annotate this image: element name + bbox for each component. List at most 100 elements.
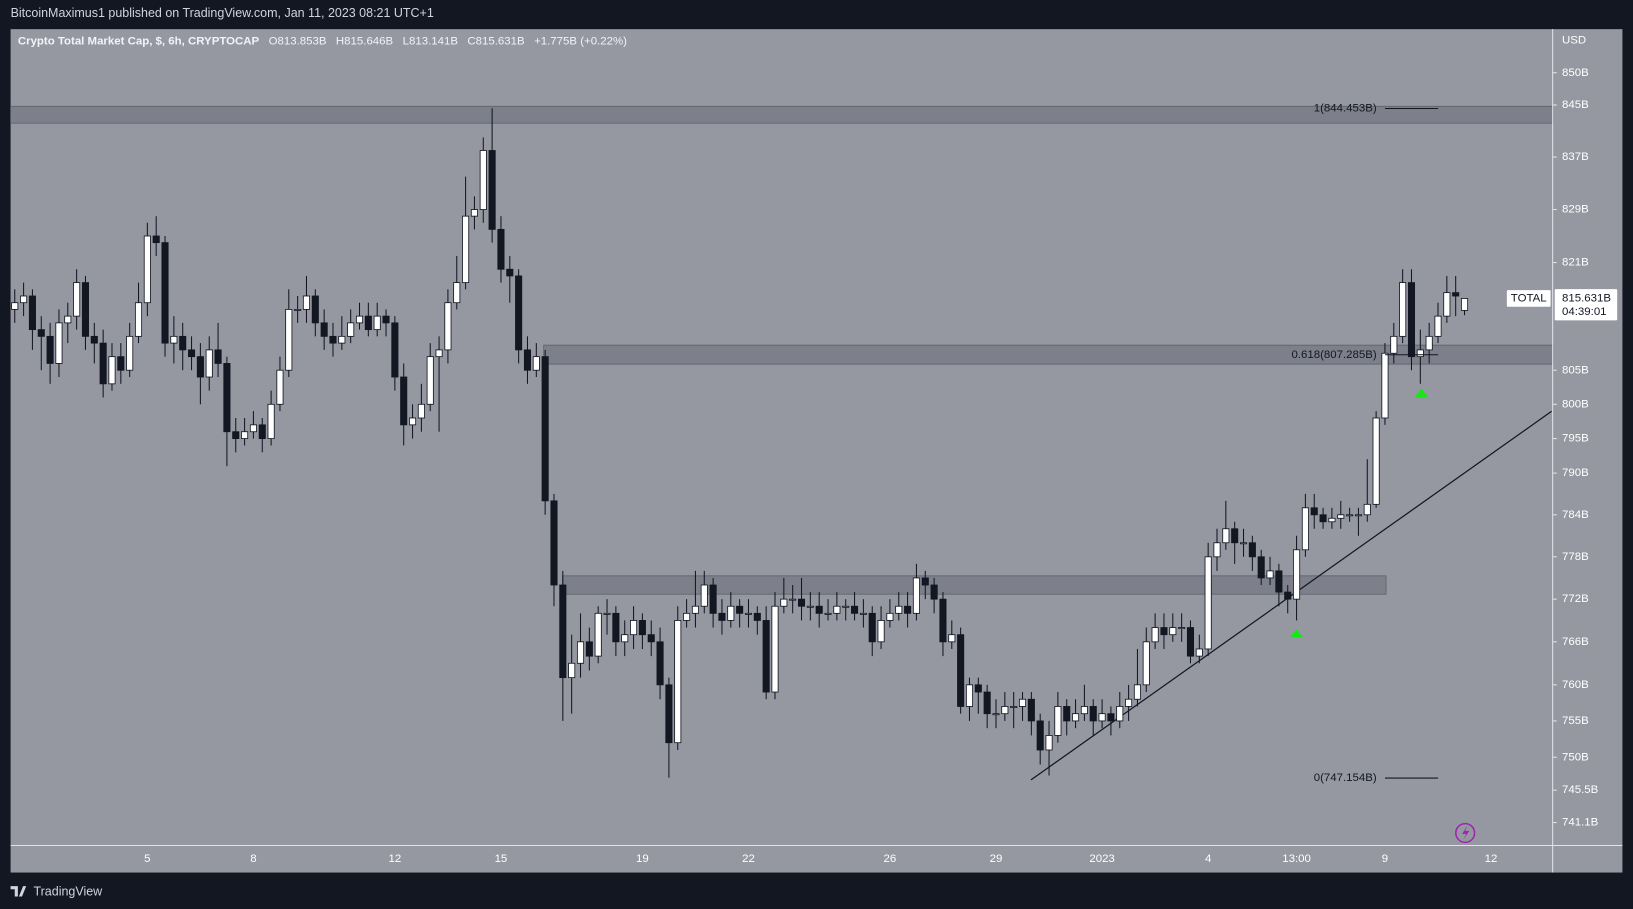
countdown-label: 04:39:01 xyxy=(1562,306,1607,318)
candle-body xyxy=(73,282,81,317)
y-tick-label: 750B xyxy=(1562,751,1589,763)
candle-body xyxy=(939,598,947,643)
candle-body xyxy=(1390,335,1398,354)
y-tick-label: 837B xyxy=(1562,151,1589,163)
candle-body xyxy=(276,369,284,405)
footer-logo[interactable]: TradingView xyxy=(10,885,104,899)
candle-body xyxy=(957,634,965,707)
candle-body xyxy=(983,691,991,715)
candle-body xyxy=(753,612,761,621)
x-tick-label: 22 xyxy=(742,853,755,865)
candle-body xyxy=(81,282,90,337)
candle-body xyxy=(1001,706,1009,715)
candle-body xyxy=(744,612,753,615)
candle-body xyxy=(55,322,63,364)
fib-label: 0(747.154B) xyxy=(1314,772,1377,784)
candle-body xyxy=(1363,503,1371,516)
zone xyxy=(562,575,1387,595)
candle-body xyxy=(806,605,814,608)
candle-body xyxy=(515,275,523,351)
candle-body xyxy=(1231,528,1239,544)
candle-body xyxy=(90,335,98,344)
y-tick-label: 741.1B xyxy=(1562,817,1599,829)
candle-body xyxy=(435,349,443,358)
candle-body xyxy=(1434,315,1442,337)
candle-body xyxy=(789,598,797,601)
candle-body xyxy=(134,302,143,337)
x-tick-label: 26 xyxy=(884,853,897,865)
candle-body xyxy=(170,335,178,344)
candle-body xyxy=(1195,648,1203,657)
candle-body xyxy=(117,356,125,371)
candle-body xyxy=(391,322,399,378)
candle-body xyxy=(373,315,381,331)
x-tick-label: 15 xyxy=(495,853,508,865)
y-tick-label: 850B xyxy=(1562,67,1589,79)
candle-body xyxy=(1125,698,1133,707)
candle-body xyxy=(1266,570,1274,579)
y-tick-label: 821B xyxy=(1562,257,1589,269)
candle-body xyxy=(506,268,514,277)
candle-body xyxy=(453,282,461,304)
candle-body xyxy=(426,356,434,405)
candle-body xyxy=(241,431,249,440)
signal-arrow xyxy=(1414,388,1429,398)
candle-body xyxy=(444,302,452,351)
candle-body xyxy=(1107,713,1115,722)
candle-body xyxy=(1186,627,1195,657)
candle-body xyxy=(28,295,36,331)
candle-body xyxy=(541,356,549,502)
candle-body xyxy=(1018,698,1027,707)
x-tick-label: 19 xyxy=(636,853,649,865)
candle-body xyxy=(108,356,116,385)
candle-body xyxy=(568,662,576,679)
y-tick-label: 845B xyxy=(1562,99,1589,111)
candle-body xyxy=(214,349,222,364)
event-icon-bolt xyxy=(1462,825,1470,841)
x-tick-label: 4 xyxy=(1205,853,1212,865)
candle-body xyxy=(196,356,204,378)
y-tick-label: 745.5B xyxy=(1562,784,1599,796)
candle-body xyxy=(1328,517,1336,523)
event-icon[interactable] xyxy=(1455,822,1476,844)
candle-body xyxy=(46,335,54,364)
candle-body xyxy=(1248,542,1256,558)
candle-body xyxy=(364,315,372,331)
candle-body xyxy=(1080,706,1088,715)
candle-body xyxy=(824,612,832,615)
price-tag-label: 815.631B xyxy=(1562,293,1611,305)
footer-text: TradingView xyxy=(33,885,103,899)
candle-body xyxy=(842,605,850,608)
ohlc-value: 815.646B xyxy=(344,36,393,48)
candle-body xyxy=(797,598,806,607)
y-tick-label: 772B xyxy=(1562,593,1589,605)
plot-background xyxy=(10,29,1623,873)
candle-body xyxy=(674,620,682,744)
x-tick-label: 5 xyxy=(144,853,150,865)
candle-body xyxy=(974,684,982,693)
candle-body xyxy=(576,641,585,664)
candle-body xyxy=(1257,556,1265,579)
candle-body xyxy=(1337,514,1345,519)
candle-body xyxy=(382,315,390,324)
price-tag xyxy=(1554,289,1618,321)
candle-body xyxy=(11,302,19,310)
candle-body xyxy=(683,612,691,621)
candle-body xyxy=(700,584,708,607)
candle-body xyxy=(1222,528,1230,544)
candle-body xyxy=(709,584,717,614)
candle-body xyxy=(1098,713,1106,722)
ohlc-key: O xyxy=(269,36,278,48)
candle-body xyxy=(1310,507,1318,516)
candle-body xyxy=(179,335,187,351)
candle-body xyxy=(647,634,655,643)
candle-body xyxy=(329,335,337,344)
ohlc-value: 815.631B xyxy=(476,36,525,48)
x-tick-label: 13:00 xyxy=(1282,853,1311,865)
candle-body xyxy=(912,577,920,614)
candle-body xyxy=(285,309,293,371)
symbol-tag xyxy=(1506,290,1551,307)
candle-body xyxy=(1072,713,1080,722)
candle-body xyxy=(780,598,788,607)
candle-body xyxy=(417,403,425,419)
